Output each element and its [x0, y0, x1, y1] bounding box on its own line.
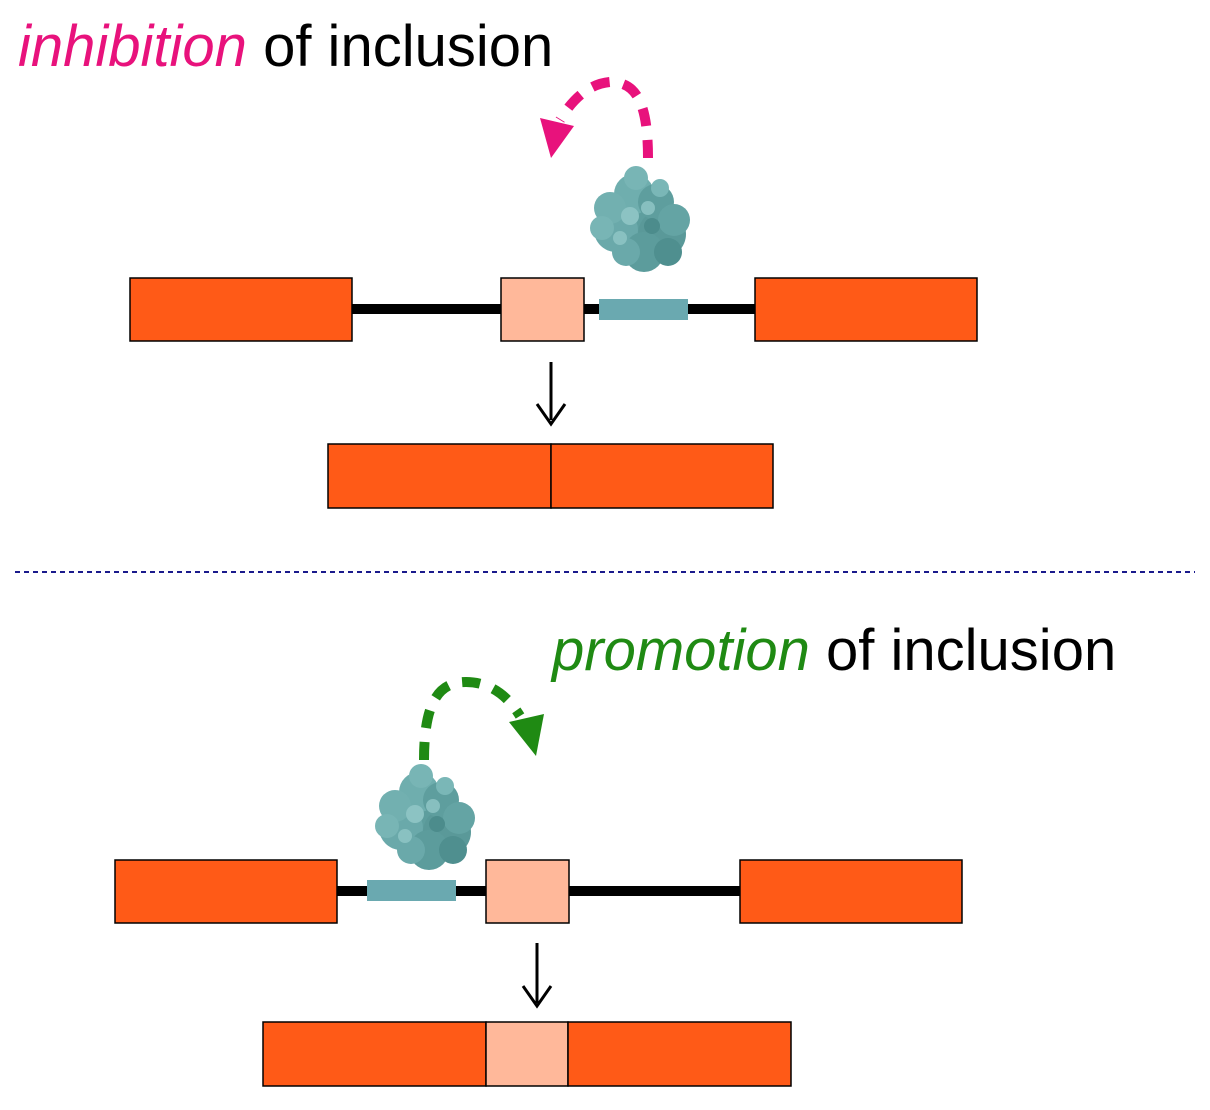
product-exon-right — [550, 443, 774, 509]
product-alternative-exon — [485, 1021, 569, 1087]
alternative-exon — [485, 859, 570, 924]
inhibition-panel — [129, 76, 978, 509]
promotion-title: promotion of inclusion — [552, 622, 1116, 680]
product-exon-right — [567, 1021, 792, 1087]
upstream-exon — [114, 859, 338, 924]
binding-site — [599, 299, 688, 320]
promotion-curved-arrow-icon — [419, 676, 525, 761]
inhibition-title: inhibition of inclusion — [18, 18, 553, 76]
inhibition-keyword: inhibition — [18, 14, 247, 79]
down-arrow-icon — [535, 362, 567, 427]
downstream-exon — [754, 277, 978, 342]
inhibition-title-rest: of inclusion — [246, 14, 554, 79]
product-exon-left — [327, 443, 552, 509]
product-exon-left — [262, 1021, 487, 1087]
promotion-keyword: promotion — [552, 618, 810, 683]
rna-binding-protein-icon — [590, 166, 690, 272]
alternative-exon — [500, 277, 585, 342]
downstream-exon — [739, 859, 963, 924]
promotion-panel — [114, 676, 963, 1087]
down-arrow-icon — [521, 943, 553, 1009]
promotion-title-rest: of inclusion — [809, 618, 1117, 683]
promotion-arrowhead-icon — [509, 714, 544, 756]
inhibition-curved-arrow-icon — [555, 76, 653, 159]
rna-binding-protein-icon — [375, 764, 475, 870]
upstream-exon — [129, 277, 353, 342]
inhibition-arrowhead-icon — [540, 118, 574, 158]
binding-site — [367, 880, 456, 901]
